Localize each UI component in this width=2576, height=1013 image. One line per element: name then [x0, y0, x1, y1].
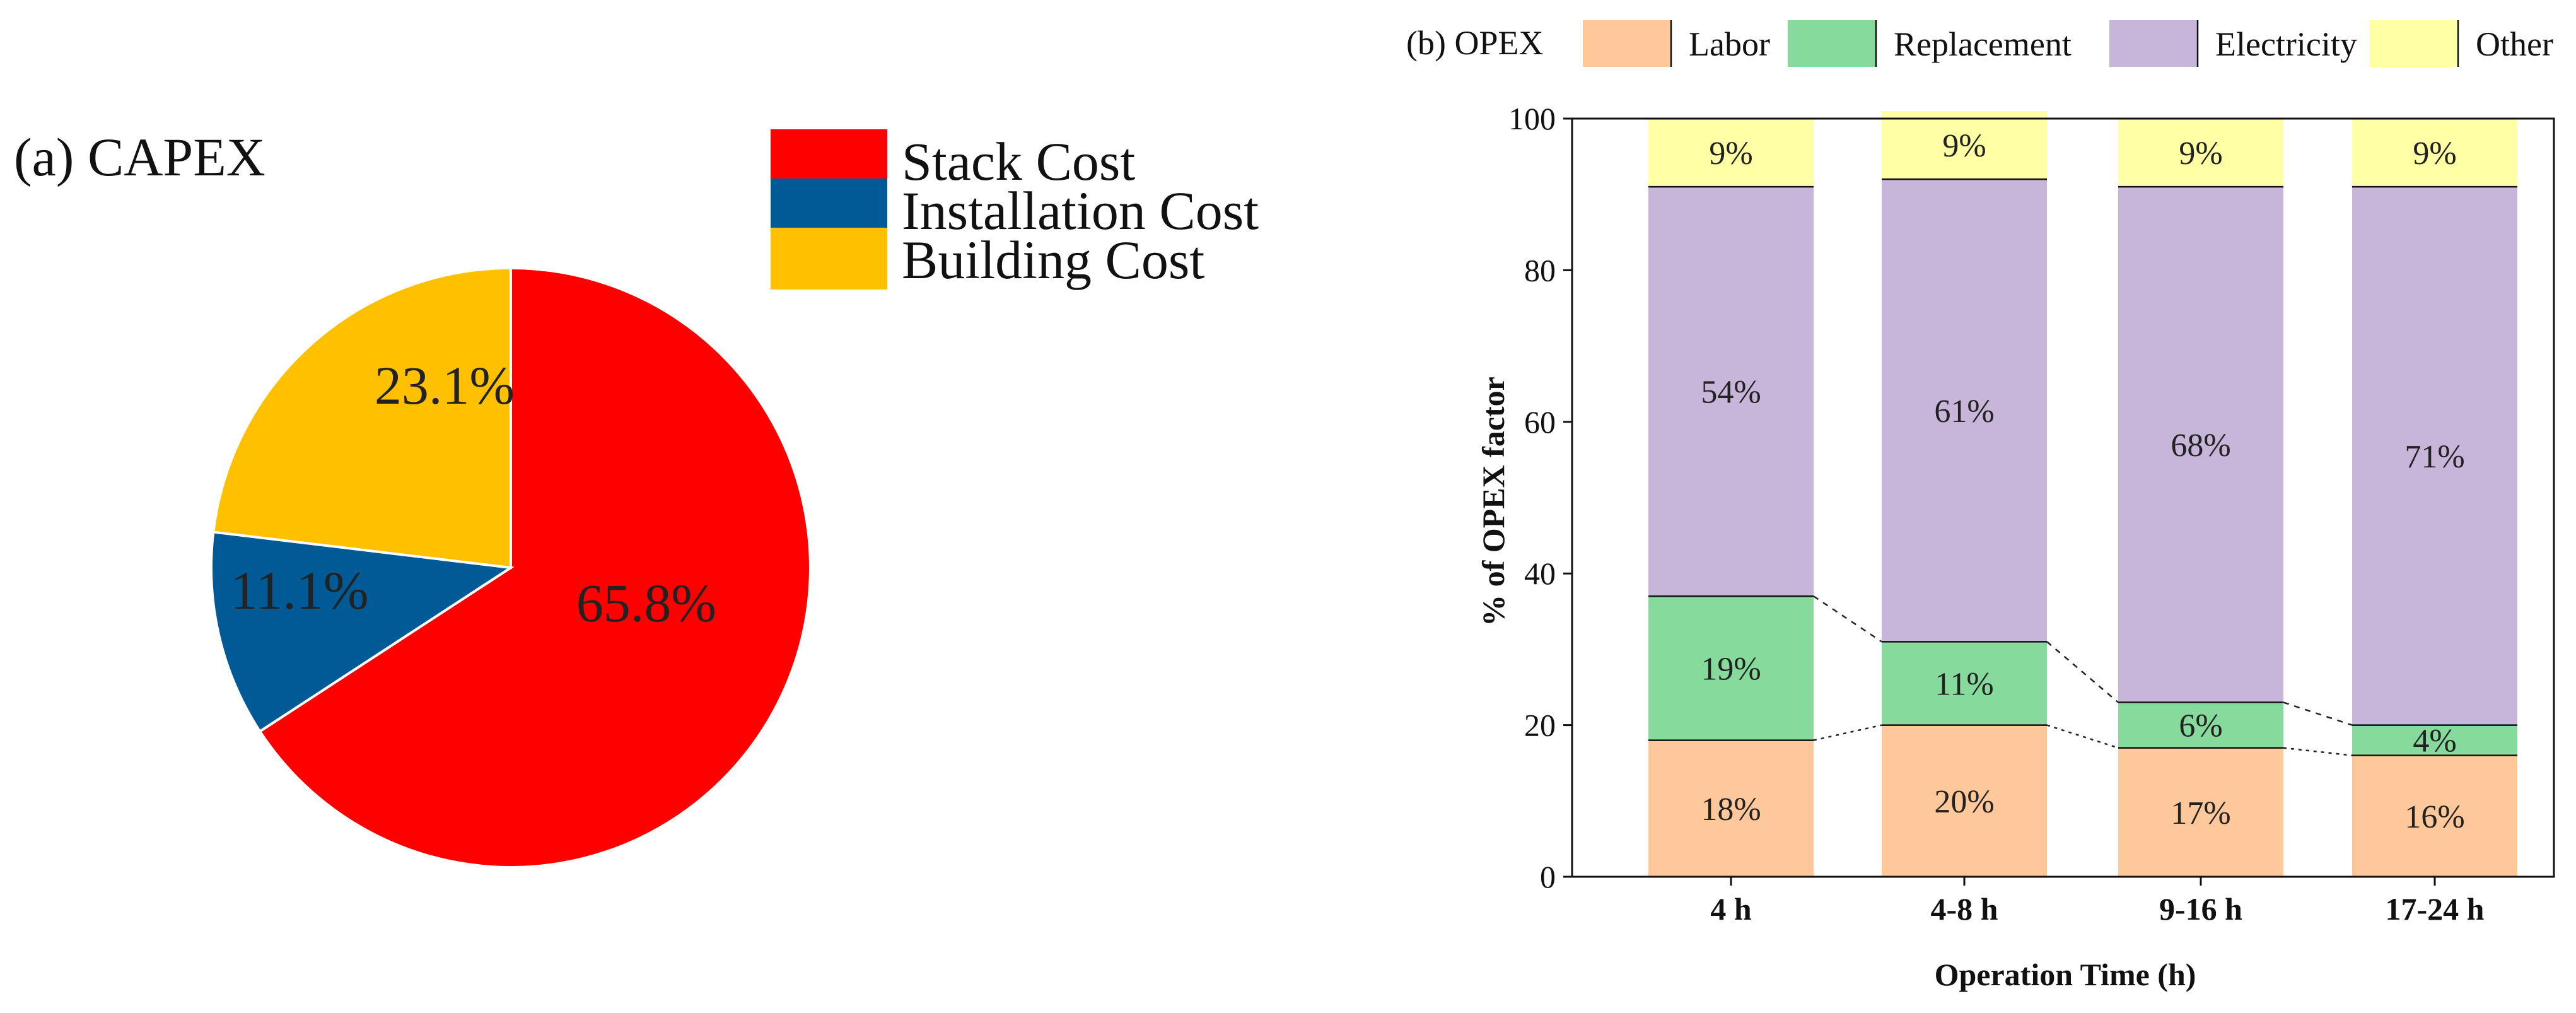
capex-title: (a) CAPEX — [14, 127, 265, 187]
connector-lines — [1813, 595, 2353, 756]
opex-title: (b) OPEX — [1406, 24, 1543, 62]
pie-labels: 65.8% 11.1% 23.1% — [231, 355, 717, 633]
pie-slice-installation-cost — [210, 530, 515, 734]
pie-value-label-building-cost: 23.1% — [375, 355, 515, 416]
x-tick-label-17-24-h: 17-24 h — [2386, 891, 2485, 927]
x-tick-label-9-16-h: 9-16 h — [2159, 891, 2242, 927]
bar-segment-other-4-h — [1648, 119, 1814, 187]
bar-label-labor-4-8-h: 20% — [1934, 784, 1994, 820]
opex-legend-swatch-replacement — [1788, 20, 1876, 67]
opex-legend-swatch-other — [2370, 20, 2458, 67]
connector-labor-2 — [2046, 724, 2119, 749]
y-tick-label-60: 60 — [1524, 404, 1556, 440]
bar-label-labor-9-16-h: 17% — [2171, 795, 2230, 831]
bar-label-replacement-4-h: 19% — [1701, 651, 1761, 687]
axes: 0 20 40 60 80 100 4 h 4-8 h 9-16 h 17-24 h — [1508, 101, 2555, 927]
y-tick-label-20: 20 — [1524, 708, 1556, 743]
opex-legend-label-other: Other — [2476, 25, 2553, 63]
y-tick-label-80: 80 — [1524, 252, 1556, 288]
connector-replacement-1 — [1813, 595, 1882, 643]
x-axis-title: Operation Time (h) — [1935, 957, 2196, 992]
connector-replacement-2 — [2046, 641, 2119, 703]
y-tick-label-40: 40 — [1524, 556, 1556, 591]
bar-segment-replacement-17-24-h — [2352, 725, 2517, 756]
legend-swatch-building-cost — [771, 228, 887, 290]
pie-value-label-installation-cost: 11.1% — [231, 560, 369, 621]
bar-label-labor-17-24-h: 16% — [2404, 799, 2464, 835]
bar-segment-replacement-4-8-h — [1882, 641, 2047, 725]
bar-label-replacement-4-8-h: 11% — [1935, 666, 1993, 702]
bars — [1648, 110, 2517, 877]
bar-label-other-17-24-h: 9% — [2413, 136, 2456, 172]
pie-slice-building-cost — [212, 266, 512, 570]
pie-slices — [210, 266, 812, 869]
opex-legend-label-labor: Labor — [1689, 25, 1770, 63]
x-tick-label-4-8-h: 4-8 h — [1931, 891, 1998, 927]
pie-value-label-stack-cost: 65.8% — [576, 573, 716, 633]
bar-segment-electricity-4-8-h — [1882, 179, 2047, 642]
opex-legend-label-electricity: Electricity — [2215, 25, 2357, 63]
bar-label-other-4-8-h: 9% — [1942, 128, 1986, 164]
bar-segment-labor-4-h — [1648, 740, 1814, 877]
opex-legend-swatch-labor — [1583, 20, 1671, 67]
bar-label-electricity-4-h: 54% — [1701, 375, 1761, 411]
bar-segment-other-17-24-h — [2352, 119, 2517, 187]
connector-replacement-3 — [2283, 701, 2353, 726]
capex-pie-chart: (a) CAPEX 65.8% 11.1% 23.1% Stack CostInst… — [14, 127, 1259, 869]
bar-segment-other-9-16-h — [2118, 119, 2283, 187]
opex-stacked-bar-chart: (b) OPEX Labor Replacement Electricity Othe… — [1406, 20, 2555, 992]
bar-segment-electricity-4-h — [1648, 187, 1814, 597]
bar-segment-labor-9-16-h — [2118, 747, 2283, 877]
opex-legend-swatch-electricity — [2109, 20, 2198, 67]
connector-labor-3 — [2283, 747, 2353, 756]
y-axis-title: % of OPEX factor — [1476, 377, 1511, 626]
bar-segment-other-4-8-h — [1882, 110, 2047, 180]
bar-labels: 18% 19% 54% 9% 20% 11% 61% 9% 17% 6% 68% 9% 16% 4% 71%… — [1701, 128, 2464, 835]
bar-label-electricity-4-8-h: 61% — [1934, 394, 1994, 430]
opex-legend: (b) OPEX Labor Replacement Electricity Othe… — [1406, 20, 2553, 67]
bar-segment-electricity-17-24-h — [2352, 187, 2517, 725]
bar-segment-electricity-9-16-h — [2118, 187, 2283, 703]
bar-label-other-4-h: 9% — [1709, 136, 1752, 172]
bar-segment-replacement-9-16-h — [2118, 702, 2283, 748]
y-tick-label-0: 0 — [1540, 859, 1556, 894]
bar-label-electricity-17-24-h: 71% — [2404, 439, 2464, 475]
bar-label-electricity-9-16-h: 68% — [2171, 428, 2230, 464]
legend-label-building-cost: Building Cost — [902, 230, 1204, 290]
bar-label-labor-4-h: 18% — [1701, 792, 1761, 828]
legend-label-stack-cost: Stack Cost — [902, 131, 1135, 192]
plot-frame — [1571, 117, 2555, 878]
x-tick-label-4-h: 4 h — [1710, 891, 1752, 927]
y-tick-label-100: 100 — [1508, 101, 1556, 136]
bar-segment-labor-4-8-h — [1882, 725, 2047, 877]
bar-segment-replacement-4-h — [1648, 596, 1814, 741]
bar-label-other-9-16-h: 9% — [2179, 136, 2222, 172]
bar-segment-labor-17-24-h — [2352, 755, 2517, 877]
opex-legend-label-replacement: Replacement — [1894, 25, 2072, 63]
bar-label-replacement-9-16-h: 6% — [2179, 708, 2222, 744]
legend-label-installation-cost: Installation Cost — [902, 180, 1259, 241]
bar-label-replacement-17-24-h: 4% — [2413, 723, 2456, 759]
pie-slice-stack-cost — [258, 266, 812, 869]
connector-labor-1 — [1813, 724, 1882, 741]
